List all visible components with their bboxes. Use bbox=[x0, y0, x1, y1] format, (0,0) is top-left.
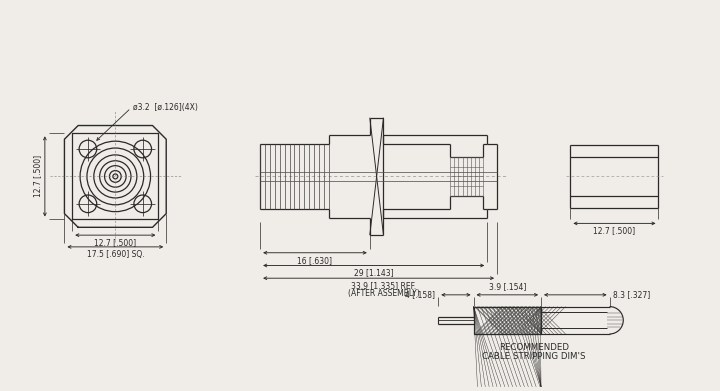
Text: 33.9 [1.335] REF.: 33.9 [1.335] REF. bbox=[351, 281, 416, 290]
Text: 12.7 [.500]: 12.7 [.500] bbox=[593, 226, 636, 235]
Text: ø3.2  [ø.126](4X): ø3.2 [ø.126](4X) bbox=[133, 103, 198, 112]
Text: 29 [1.143]: 29 [1.143] bbox=[354, 268, 394, 277]
Text: 12.7 [.500]: 12.7 [.500] bbox=[94, 238, 136, 247]
Text: 4 [.158]: 4 [.158] bbox=[405, 291, 436, 300]
Polygon shape bbox=[474, 307, 541, 334]
Text: 16 [.630]: 16 [.630] bbox=[297, 256, 333, 265]
Text: (AFTER ASSEMBLY): (AFTER ASSEMBLY) bbox=[348, 289, 419, 298]
Text: 12.7 [.500]: 12.7 [.500] bbox=[33, 155, 42, 197]
Text: 3.9 [.154]: 3.9 [.154] bbox=[489, 282, 526, 291]
Text: 17.5 [.690] SQ.: 17.5 [.690] SQ. bbox=[86, 250, 144, 259]
Text: RECOMMENDED: RECOMMENDED bbox=[499, 343, 569, 352]
Text: CABLE STRIPPING DIM'S: CABLE STRIPPING DIM'S bbox=[482, 352, 585, 361]
Text: 8.3 [.327]: 8.3 [.327] bbox=[613, 291, 651, 300]
